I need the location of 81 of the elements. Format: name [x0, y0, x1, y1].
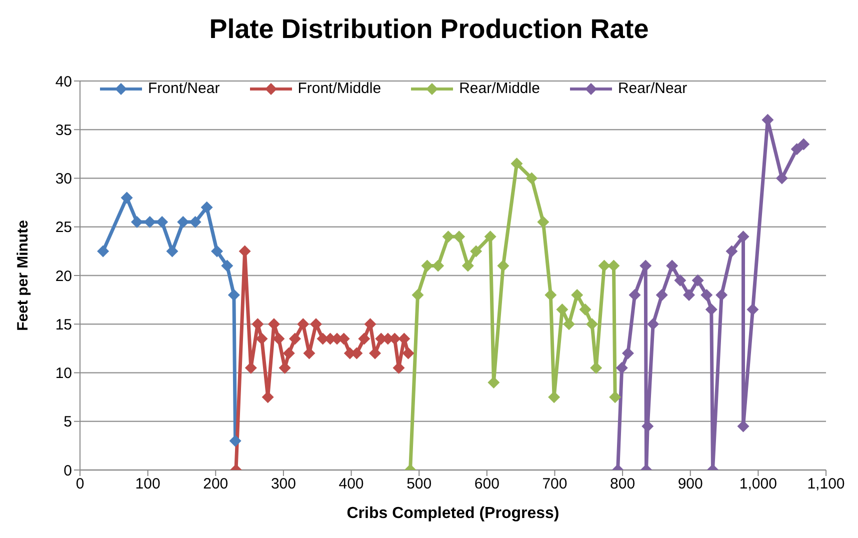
point [609, 391, 622, 404]
point [790, 143, 803, 156]
point [120, 192, 133, 204]
point [700, 288, 713, 301]
point [484, 230, 496, 243]
point [470, 245, 482, 258]
point [666, 260, 678, 272]
x-tick-label: 600 [474, 476, 500, 493]
x-tick-label: 800 [610, 476, 636, 493]
point [210, 245, 223, 258]
point [412, 288, 424, 301]
point [288, 332, 301, 345]
point [228, 288, 240, 301]
point [647, 318, 660, 330]
y-tick-label: 5 [64, 414, 72, 431]
y-tick-label: 20 [55, 268, 72, 285]
legend-label: Front/Middle [298, 80, 382, 97]
point [616, 362, 628, 374]
point [358, 332, 370, 345]
point [297, 318, 310, 330]
point [462, 260, 474, 272]
chart-title: Plate Distribution Production Rate [208, 14, 650, 45]
point [692, 274, 704, 286]
point [746, 304, 759, 316]
point [497, 260, 510, 272]
point [716, 288, 728, 301]
legend-label: Rear/Near [618, 80, 688, 97]
point [189, 216, 202, 228]
y-tick-label: 0 [64, 462, 72, 480]
x-tick-label: 500 [406, 476, 432, 493]
point [726, 245, 738, 258]
point [544, 288, 557, 301]
y-tick-label: 25 [55, 219, 72, 236]
legend-label: Front/Near [148, 80, 220, 97]
x-tick-label: 1,000 [739, 476, 777, 493]
legend-label: Rear/Middle [459, 80, 540, 97]
point [548, 391, 560, 404]
y-axis-title: Feet per Minute [14, 220, 32, 331]
point [628, 288, 641, 301]
point [453, 230, 466, 243]
y-tick-label: 40 [55, 73, 72, 90]
x-tick-label: 0 [76, 476, 84, 493]
point [526, 172, 538, 184]
point [579, 304, 592, 316]
point [656, 288, 668, 301]
y-tick-label: 30 [55, 170, 72, 188]
point [562, 318, 575, 330]
x-tick-label: 900 [678, 476, 703, 493]
point [166, 245, 178, 258]
point [571, 288, 584, 301]
point [798, 138, 810, 150]
y-tick-label: 15 [55, 316, 72, 334]
point [130, 216, 143, 228]
y-tick-label: 35 [55, 122, 72, 139]
x-tick-label: 1,100 [807, 476, 845, 493]
point [776, 172, 788, 184]
x-tick-label: 200 [203, 476, 228, 493]
point [683, 288, 696, 301]
point [432, 260, 444, 272]
point [510, 158, 523, 170]
point [156, 216, 168, 228]
point [640, 260, 652, 272]
x-tick-label: 400 [338, 476, 364, 493]
y-tick-label: 10 [55, 365, 72, 382]
point [622, 347, 634, 360]
point [402, 347, 414, 360]
point [674, 274, 686, 286]
point [229, 434, 242, 447]
x-tick-label: 700 [542, 476, 568, 493]
x-axis-title: Cribs Completed (Progress) [346, 505, 560, 522]
point [586, 318, 598, 330]
point [256, 332, 268, 345]
point [97, 245, 110, 258]
point [442, 230, 454, 243]
point [272, 332, 285, 345]
point [282, 347, 295, 360]
point [200, 201, 213, 214]
point [221, 260, 234, 272]
point [537, 216, 550, 228]
x-tick-label: 100 [135, 476, 160, 493]
x-tick-label: 300 [270, 476, 296, 493]
